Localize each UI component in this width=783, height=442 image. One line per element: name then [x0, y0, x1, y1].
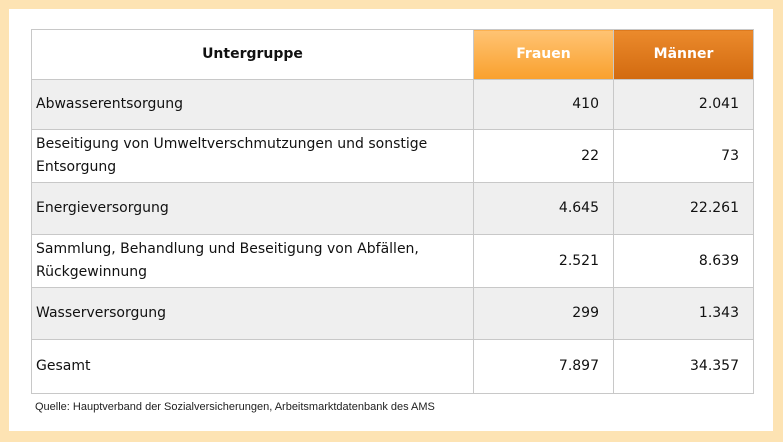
- maenner-value: 22.261: [613, 182, 754, 235]
- header-frauen: Frauen: [473, 29, 614, 80]
- table-row: Wasserversorgung 299 1.343: [31, 287, 754, 340]
- frauen-value: 410: [473, 79, 614, 130]
- row-label: Sammlung, Behandlung und Beseitigung von…: [31, 234, 474, 288]
- table-row: Energieversorgung 4.645 22.261: [31, 182, 754, 235]
- data-table: Untergruppe Frauen Männer Abwasserentsor…: [31, 29, 754, 394]
- table-row: Abwasserentsorgung 410 2.041: [31, 79, 754, 130]
- row-label: Energieversorgung: [31, 182, 474, 235]
- source-note: Quelle: Hauptverband der Sozialversicher…: [35, 401, 435, 413]
- frauen-value: 7.897: [473, 339, 614, 394]
- header-row: Untergruppe Frauen Männer: [31, 29, 754, 80]
- header-untergruppe: Untergruppe: [31, 29, 474, 80]
- row-label: Wasserversorgung: [31, 287, 474, 340]
- row-label: Gesamt: [31, 339, 474, 394]
- table-row: Sammlung, Behandlung und Beseitigung von…: [31, 234, 754, 288]
- total-row: Gesamt 7.897 34.357: [31, 339, 754, 394]
- maenner-value: 2.041: [613, 79, 754, 130]
- frauen-value: 299: [473, 287, 614, 340]
- maenner-value: 73: [613, 129, 754, 183]
- table-row: Beseitigung von Umweltverschmutzungen un…: [31, 129, 754, 183]
- maenner-value: 8.639: [613, 234, 754, 288]
- header-maenner: Männer: [613, 29, 754, 80]
- frauen-value: 4.645: [473, 182, 614, 235]
- frauen-value: 2.521: [473, 234, 614, 288]
- row-label: Abwasserentsorgung: [31, 79, 474, 130]
- maenner-value: 34.357: [613, 339, 754, 394]
- row-label: Beseitigung von Umweltverschmutzungen un…: [31, 129, 474, 183]
- frauen-value: 22: [473, 129, 614, 183]
- maenner-value: 1.343: [613, 287, 754, 340]
